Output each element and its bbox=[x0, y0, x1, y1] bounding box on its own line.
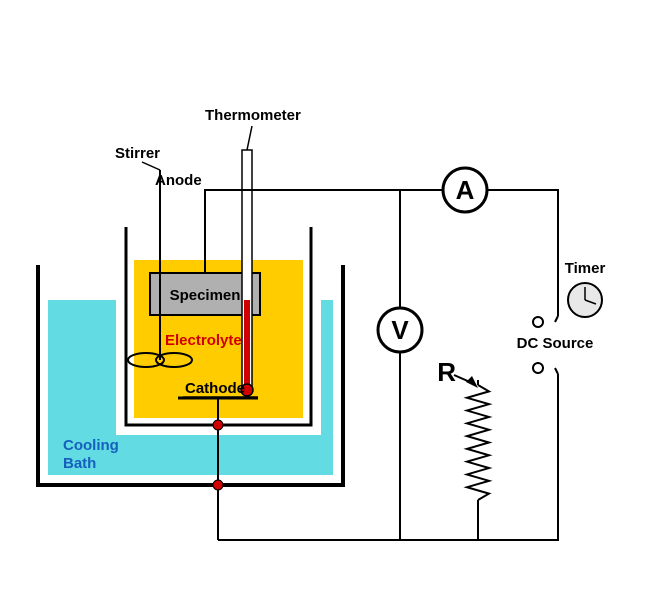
wire-A_to_top bbox=[487, 190, 558, 316]
resistor-label: R bbox=[437, 357, 456, 387]
dc-terminal-pos bbox=[533, 317, 543, 327]
specimen-label: Specimen bbox=[170, 287, 241, 304]
dc-source-label: DC Source bbox=[517, 335, 594, 352]
dc-terminal-neg bbox=[533, 363, 543, 373]
stirrer-label: Stirrer bbox=[115, 145, 160, 162]
resistor bbox=[467, 385, 489, 500]
timer-label: Timer bbox=[565, 260, 606, 277]
thermometer-label: Thermometer bbox=[205, 107, 301, 124]
cathode-label: Cathode bbox=[185, 380, 245, 397]
anode-label: Anode bbox=[155, 172, 202, 189]
electrolyte-label: Electrolyte bbox=[165, 332, 242, 349]
voltmeter-label: V bbox=[391, 315, 409, 345]
ammeter-label: A bbox=[456, 175, 475, 205]
